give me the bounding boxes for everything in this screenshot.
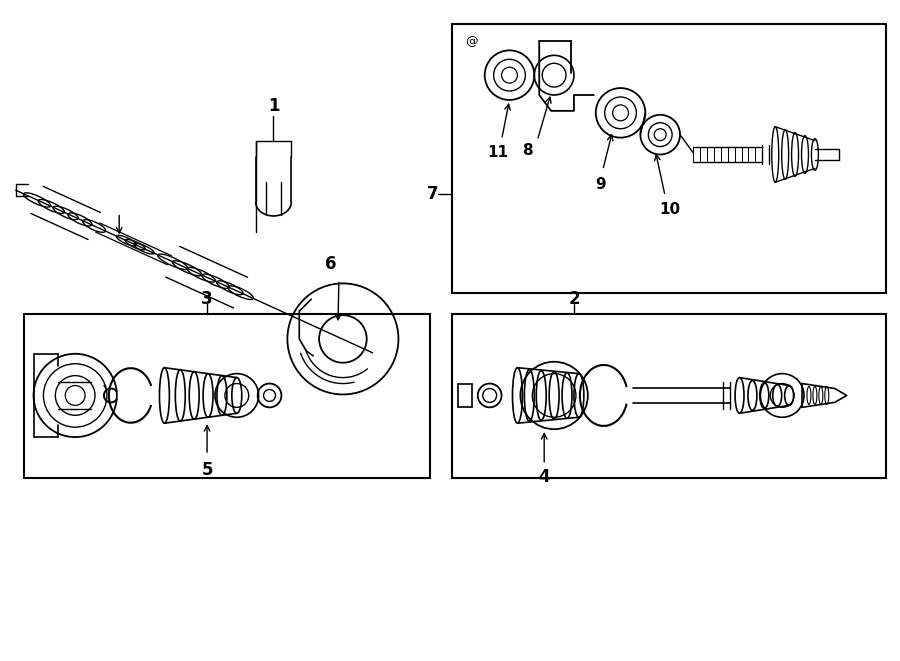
Text: 3: 3 — [202, 290, 213, 308]
Text: 1: 1 — [267, 97, 279, 115]
Text: 9: 9 — [596, 176, 606, 192]
Text: 7: 7 — [427, 185, 438, 203]
Bar — [452, 24, 886, 293]
Text: 8: 8 — [522, 143, 533, 158]
Bar — [452, 314, 886, 478]
Bar — [23, 314, 430, 478]
Text: 4: 4 — [538, 468, 550, 486]
Text: 11: 11 — [487, 145, 508, 160]
Text: 10: 10 — [660, 202, 680, 217]
Text: @: @ — [465, 35, 478, 48]
Text: 2: 2 — [568, 290, 580, 308]
Text: 6: 6 — [325, 254, 337, 272]
Text: 5: 5 — [202, 461, 212, 479]
